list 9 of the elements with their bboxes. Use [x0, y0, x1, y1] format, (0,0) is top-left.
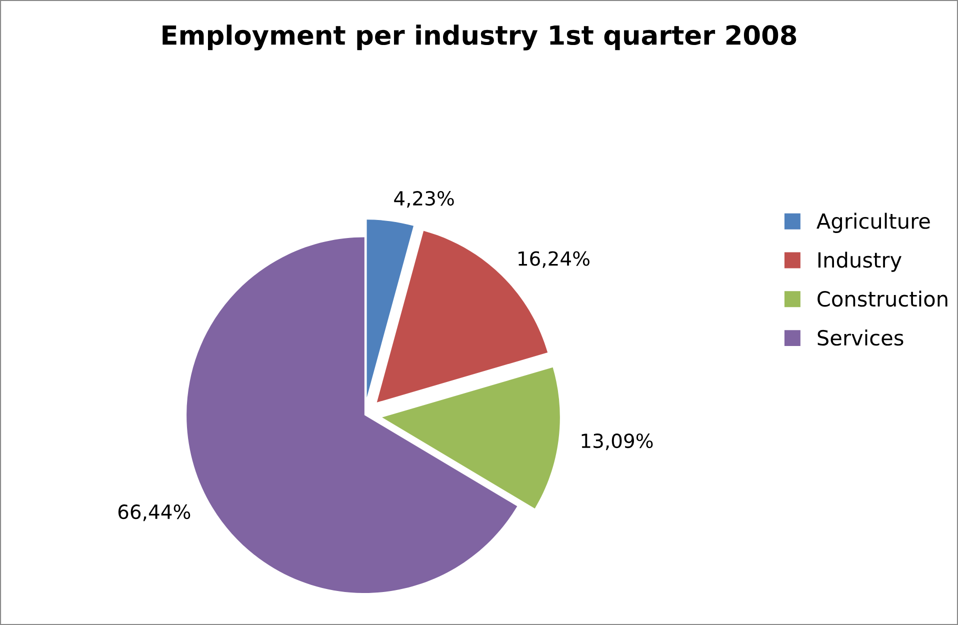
- legend-label: Services: [818, 330, 904, 346]
- legend-label: Agriculture: [816, 212, 930, 233]
- data-label: 4,23%: [394, 190, 454, 208]
- data-label: 16,24%: [518, 251, 590, 268]
- chart-title: Employment per industry 1st quarter 2008: [162, 24, 796, 50]
- legend-label: Industry: [818, 252, 902, 272]
- legend-label: Construction: [818, 290, 948, 307]
- data-label: 66,44%: [118, 504, 190, 522]
- data-label: 13,09%: [582, 433, 653, 450]
